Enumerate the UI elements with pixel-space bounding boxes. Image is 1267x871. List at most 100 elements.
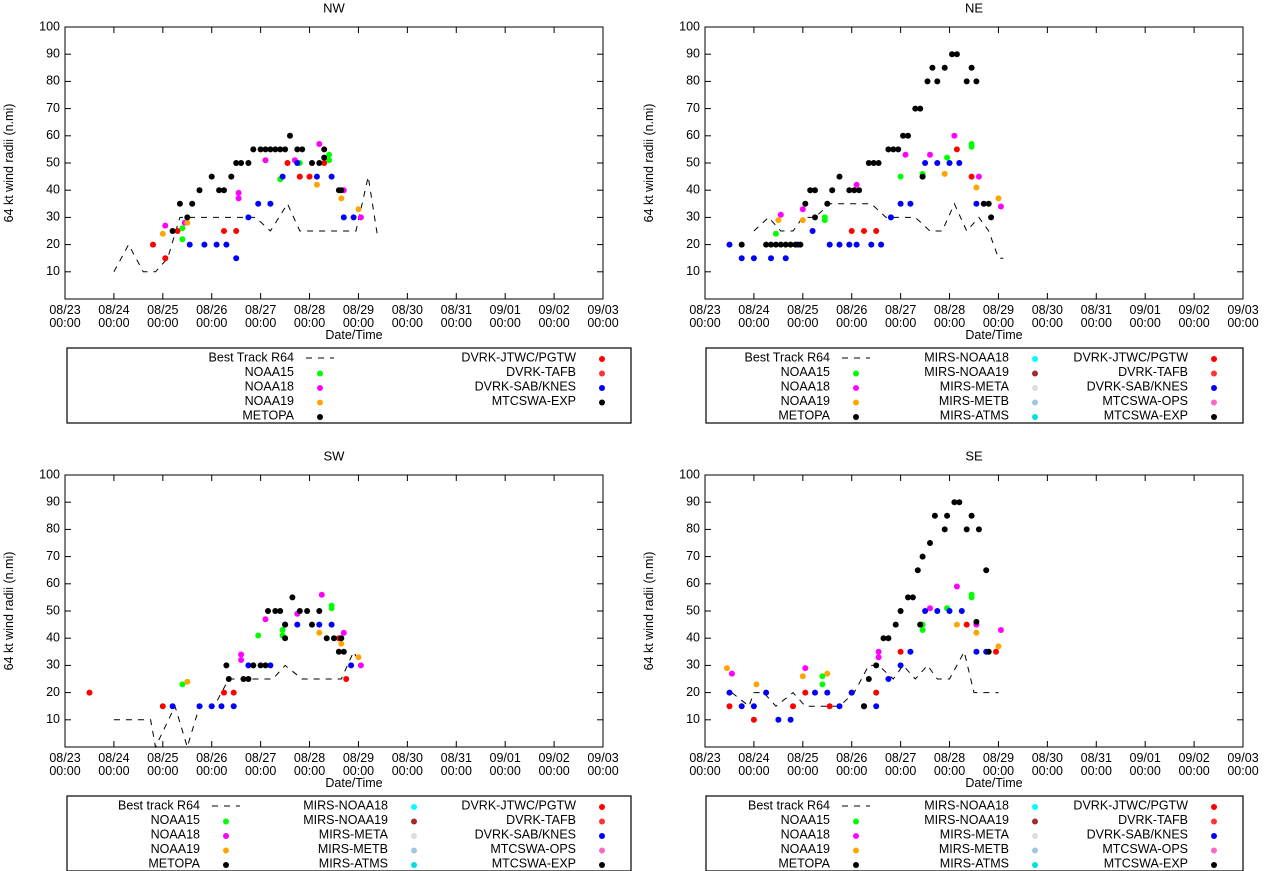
series-metopa <box>917 618 980 628</box>
series-metopa <box>184 154 328 221</box>
x-tick-label: 08/30 00:00 <box>392 303 423 330</box>
legend-dot-symbol <box>317 385 323 391</box>
legend-label: MIRS-NOAA19 <box>303 813 388 827</box>
data-point <box>895 146 902 153</box>
data-point <box>807 187 814 194</box>
x-tick-label: 08/30 00:00 <box>1032 751 1063 778</box>
x-tick-label: 08/28 00:00 <box>934 751 965 778</box>
best-track-line <box>753 202 1004 259</box>
data-point <box>277 146 284 153</box>
data-point <box>176 200 183 207</box>
x-tick-label: 09/02 00:00 <box>1178 751 1209 778</box>
legend-dot-symbol <box>599 370 605 377</box>
y-tick-label: 20 <box>686 237 700 251</box>
data-point <box>953 583 960 590</box>
x-tick-label: 08/23 00:00 <box>49 303 80 330</box>
data-point <box>321 154 328 161</box>
series-noaa18 <box>238 591 364 669</box>
series-noaa18 <box>728 583 1004 677</box>
data-point <box>250 662 257 669</box>
data-point <box>306 173 313 180</box>
data-point <box>340 214 347 221</box>
legend-label: NOAA19 <box>781 394 830 408</box>
y-tick-label: 60 <box>686 128 700 142</box>
series-noaa19 <box>775 170 1002 224</box>
data-point <box>221 228 227 234</box>
data-point <box>284 160 291 166</box>
data-point <box>235 195 242 202</box>
data-point <box>790 703 796 710</box>
data-point <box>768 255 774 262</box>
data-point <box>900 132 907 139</box>
data-point <box>213 241 220 248</box>
legend-label: MTCSWA-OPS <box>1102 842 1188 856</box>
data-point <box>357 214 364 221</box>
data-point <box>726 689 733 696</box>
legend-label: DVRK-SAB/KNES <box>475 379 576 393</box>
data-point <box>983 567 990 574</box>
legend-dot-symbol <box>599 804 605 810</box>
data-point <box>934 608 941 614</box>
data-point <box>953 51 960 58</box>
legend-dot-symbol <box>599 818 605 825</box>
data-point <box>257 146 264 153</box>
legend-label: NOAA19 <box>245 394 294 408</box>
data-point <box>799 673 806 680</box>
data-point <box>343 676 350 682</box>
data-point <box>951 499 958 506</box>
data-point <box>316 141 323 147</box>
y-tick-label: 30 <box>686 658 700 672</box>
x-tick-label: 08/28 00:00 <box>934 303 965 330</box>
data-point <box>289 594 296 601</box>
legend-frame <box>66 795 632 871</box>
data-point <box>775 716 782 723</box>
legend-dot-symbol <box>1211 833 1217 839</box>
data-point <box>323 635 330 642</box>
legend-label: DVRK-SAB/KNES <box>475 827 576 841</box>
data-point <box>821 214 828 221</box>
x-axis-label: Date/Time <box>965 776 1022 790</box>
legend-label: MIRS-NOAA19 <box>924 813 1009 827</box>
y-tick-label: 50 <box>46 155 60 169</box>
data-point <box>958 608 965 614</box>
data-point <box>250 146 257 153</box>
legend-dot-symbol <box>1032 399 1038 406</box>
x-axis-label: Date/Time <box>965 328 1022 342</box>
legend-dot-symbol <box>1032 862 1038 868</box>
data-point <box>797 241 804 248</box>
data-point <box>724 665 730 672</box>
data-point <box>885 635 892 642</box>
legend-label: MTCSWA-EXP <box>1104 856 1188 870</box>
legend-label: MIRS-NOAA18 <box>303 798 388 812</box>
legend-dot-symbol <box>317 414 323 420</box>
legend-dot-symbol <box>223 833 229 839</box>
data-point <box>873 689 880 696</box>
series-dvrk-sab-knes <box>169 621 355 710</box>
data-point <box>174 228 181 234</box>
data-point <box>799 217 806 224</box>
y-tick-label: 70 <box>46 101 60 115</box>
panel-title: SW <box>324 448 346 463</box>
data-point <box>726 241 733 248</box>
data-point <box>338 187 345 194</box>
legend-label: MIRS-METB <box>318 842 388 856</box>
y-tick-label: 100 <box>679 19 700 33</box>
legend-dot-symbol <box>411 818 417 825</box>
data-point <box>975 173 982 180</box>
data-point <box>296 173 303 180</box>
legend-dot-symbol <box>411 804 417 810</box>
series-dvrk-sab-knes <box>726 608 990 723</box>
y-tick-label: 10 <box>686 712 700 726</box>
legend-label: METOPA <box>778 856 830 870</box>
data-point <box>812 187 818 194</box>
data-point <box>272 146 279 153</box>
x-tick-label: 09/03 00:00 <box>587 303 618 330</box>
x-tick-label: 08/31 00:00 <box>441 751 472 778</box>
data-point <box>255 200 262 207</box>
y-tick-label: 90 <box>46 46 60 60</box>
legend-label: DVRK-TAFB <box>506 813 576 827</box>
x-tick-label: 08/27 00:00 <box>245 751 276 778</box>
legend-label: NOAA18 <box>151 827 200 841</box>
data-point <box>836 241 843 248</box>
series-noaa18 <box>162 141 364 229</box>
